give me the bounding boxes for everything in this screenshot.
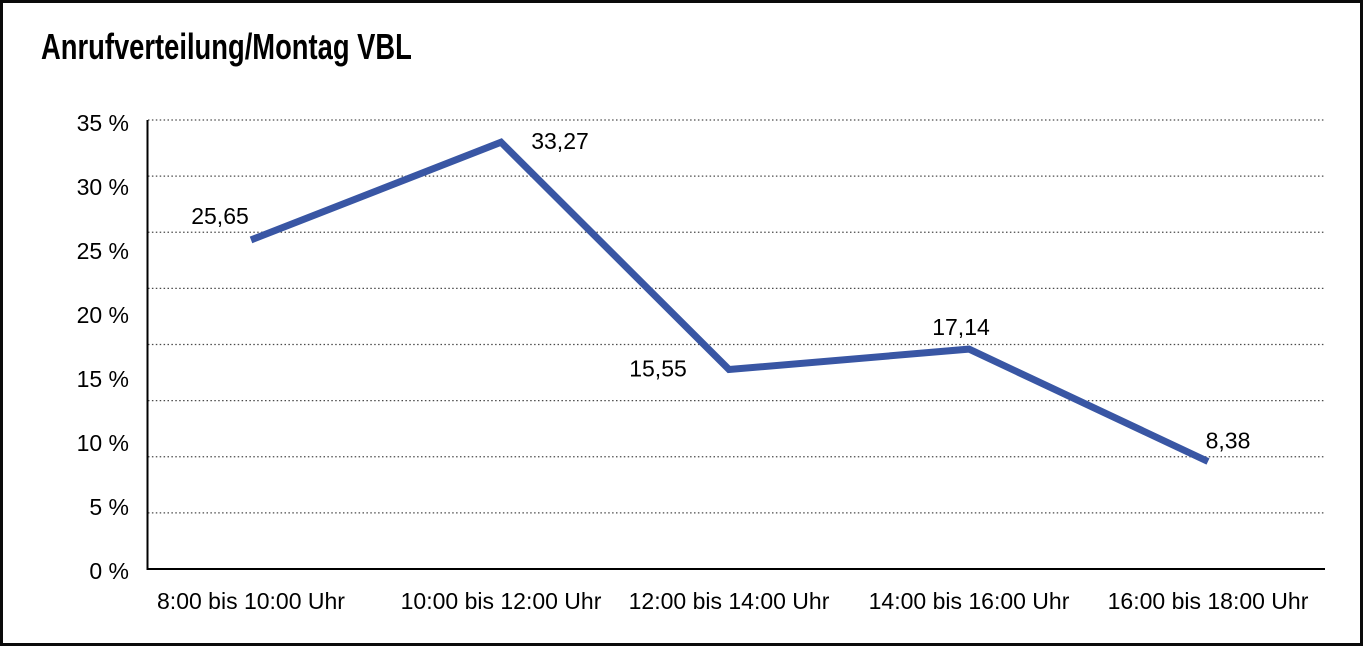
x-tick-label: 12:00 bis 14:00 Uhr bbox=[629, 588, 830, 614]
data-value-label: 8,38 bbox=[1206, 427, 1251, 453]
line-chart: 35 % 30 % 25 % 20 % 15 % 10 % 5 % 0 % 8:00 bis 1… bbox=[77, 110, 1325, 614]
y-tick-label: 30 % bbox=[77, 174, 129, 200]
y-tick-label: 15 % bbox=[77, 366, 129, 392]
y-tick-label: 5 % bbox=[89, 494, 129, 520]
data-value-label: 33,27 bbox=[531, 128, 589, 154]
x-tick-label: 8:00 bis 10:00 Uhr bbox=[157, 588, 345, 614]
y-tick-label: 10 % bbox=[77, 430, 129, 456]
y-tick-label: 35 % bbox=[77, 110, 129, 136]
x-tick-label: 14:00 bis 16:00 Uhr bbox=[869, 588, 1070, 614]
chart-title: Anrufverteilung/Montag VBL bbox=[41, 26, 412, 67]
x-tick-label: 16:00 bis 18:00 Uhr bbox=[1108, 588, 1309, 614]
data-series-line bbox=[249, 138, 1210, 465]
y-tick-label: 20 % bbox=[77, 302, 129, 328]
data-value-label: 15,55 bbox=[629, 356, 687, 382]
y-tick-label: 0 % bbox=[89, 558, 129, 584]
data-value-label: 25,65 bbox=[191, 203, 249, 229]
data-value-label: 17,14 bbox=[932, 314, 990, 340]
x-tick-label: 10:00 bis 12:00 Uhr bbox=[401, 588, 602, 614]
y-tick-label: 25 % bbox=[77, 238, 129, 264]
